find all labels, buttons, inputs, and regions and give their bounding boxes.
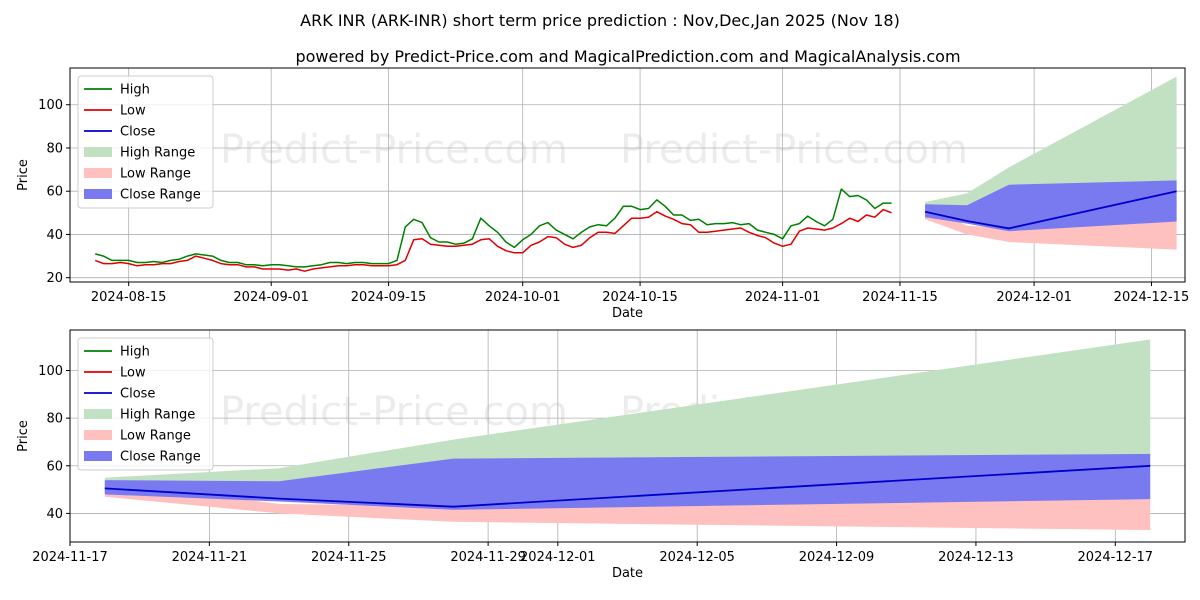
- legend-label: Close: [120, 387, 155, 402]
- x-tick-label: 2024-12-05: [659, 550, 735, 565]
- legend-label: High Range: [120, 408, 195, 423]
- x-tick-label: 2024-12-01: [520, 550, 596, 565]
- plot-frame: [69, 67, 1186, 283]
- legend-swatch-patch: [84, 451, 112, 461]
- x-tick-label: 2024-11-25: [311, 550, 387, 565]
- y-tick-label: 80: [46, 141, 63, 156]
- series-group: [104, 339, 1151, 531]
- y-tick-label: 40: [46, 228, 63, 243]
- high-line: [95, 188, 892, 268]
- y-tick-label: 40: [46, 507, 63, 522]
- x-tick-label: 2024-11-01: [745, 290, 821, 305]
- chart-subtitle: powered by Predict-Price.com and Magical…: [295, 47, 960, 66]
- x-tick-label: 2024-12-17: [1078, 550, 1154, 565]
- watermark-text: Predict-Price.com: [620, 127, 968, 173]
- legend-swatch-patch: [84, 430, 112, 440]
- x-tick-label: 2024-10-15: [602, 290, 678, 305]
- legend-swatch-patch: [84, 147, 112, 157]
- chart-title: ARK INR (ARK-INR) short term price predi…: [300, 11, 900, 30]
- close-line: [104, 464, 1151, 508]
- y-axis-label: Price: [16, 420, 31, 452]
- legend-label: Low Range: [120, 167, 191, 182]
- watermark-text: Predict-Price.com: [220, 389, 568, 435]
- legend-label: High Range: [120, 146, 195, 161]
- legend-swatch-patch: [84, 189, 112, 199]
- close-line: [924, 190, 1177, 230]
- y-axis-label: Price: [16, 159, 31, 191]
- x-tick-label: 2024-09-15: [351, 290, 427, 305]
- y-tick-label: 20: [46, 271, 63, 286]
- legend-label: Low: [120, 366, 146, 381]
- legend-label: Low: [120, 104, 146, 119]
- y-tick-label: 100: [38, 98, 63, 113]
- watermark-group: Predict-Price.com Predict-Price.com: [220, 127, 968, 173]
- top-chart-panel: Predict-Price.com Predict-Price.com 2024-0…: [16, 67, 1190, 321]
- x-tick-label: 2024-11-21: [172, 550, 248, 565]
- x-tick-label: 2024-12-09: [799, 550, 875, 565]
- x-tick-label: 2024-12-01: [996, 290, 1072, 305]
- y-tick-label: 100: [38, 364, 63, 379]
- close-range-band: [925, 180, 1177, 232]
- y-tick-label: 60: [46, 185, 63, 200]
- x-tick-label: 2024-09-01: [233, 290, 309, 305]
- legend-swatch-patch: [84, 168, 112, 178]
- plot-frame: [69, 329, 1186, 543]
- x-tick-label: 2024-12-13: [938, 550, 1014, 565]
- x-tick-label: 2024-08-15: [91, 290, 167, 305]
- legend-label: Close: [120, 125, 155, 140]
- y-tick-label: 60: [46, 459, 63, 474]
- bottom-chart-panel: Predict-Price.comPredict-Price.com2024-1…: [16, 329, 1186, 581]
- legend-label: High: [120, 83, 150, 98]
- x-tick-label: 2024-10-01: [485, 290, 561, 305]
- x-tick-label: 2024-11-15: [862, 290, 938, 305]
- x-axis-label: Date: [612, 566, 643, 581]
- watermark-text: Predict-Price.com: [220, 127, 568, 173]
- x-tick-label: 2024-11-29: [450, 550, 526, 565]
- close-range-band: [104, 453, 1151, 510]
- legend-label: High: [120, 345, 150, 360]
- x-tick-label: 2024-11-17: [32, 550, 108, 565]
- legend: High Low Close High Range Low Range Close Ran…: [77, 75, 214, 209]
- legend-swatch-patch: [84, 409, 112, 419]
- legend-label: Close Range: [120, 188, 201, 203]
- low-line: [94, 208, 892, 272]
- y-tick-label: 80: [46, 412, 63, 427]
- legend-label: Close Range: [120, 450, 201, 465]
- legend-label: Low Range: [120, 429, 191, 444]
- series-group: [94, 76, 1177, 272]
- legend: High Low Close High Range Low Range Close Ran…: [77, 337, 214, 471]
- x-tick-label: 2024-12-15: [1114, 290, 1190, 305]
- grid-lines: [70, 68, 1185, 282]
- x-axis-label: Date: [612, 306, 643, 321]
